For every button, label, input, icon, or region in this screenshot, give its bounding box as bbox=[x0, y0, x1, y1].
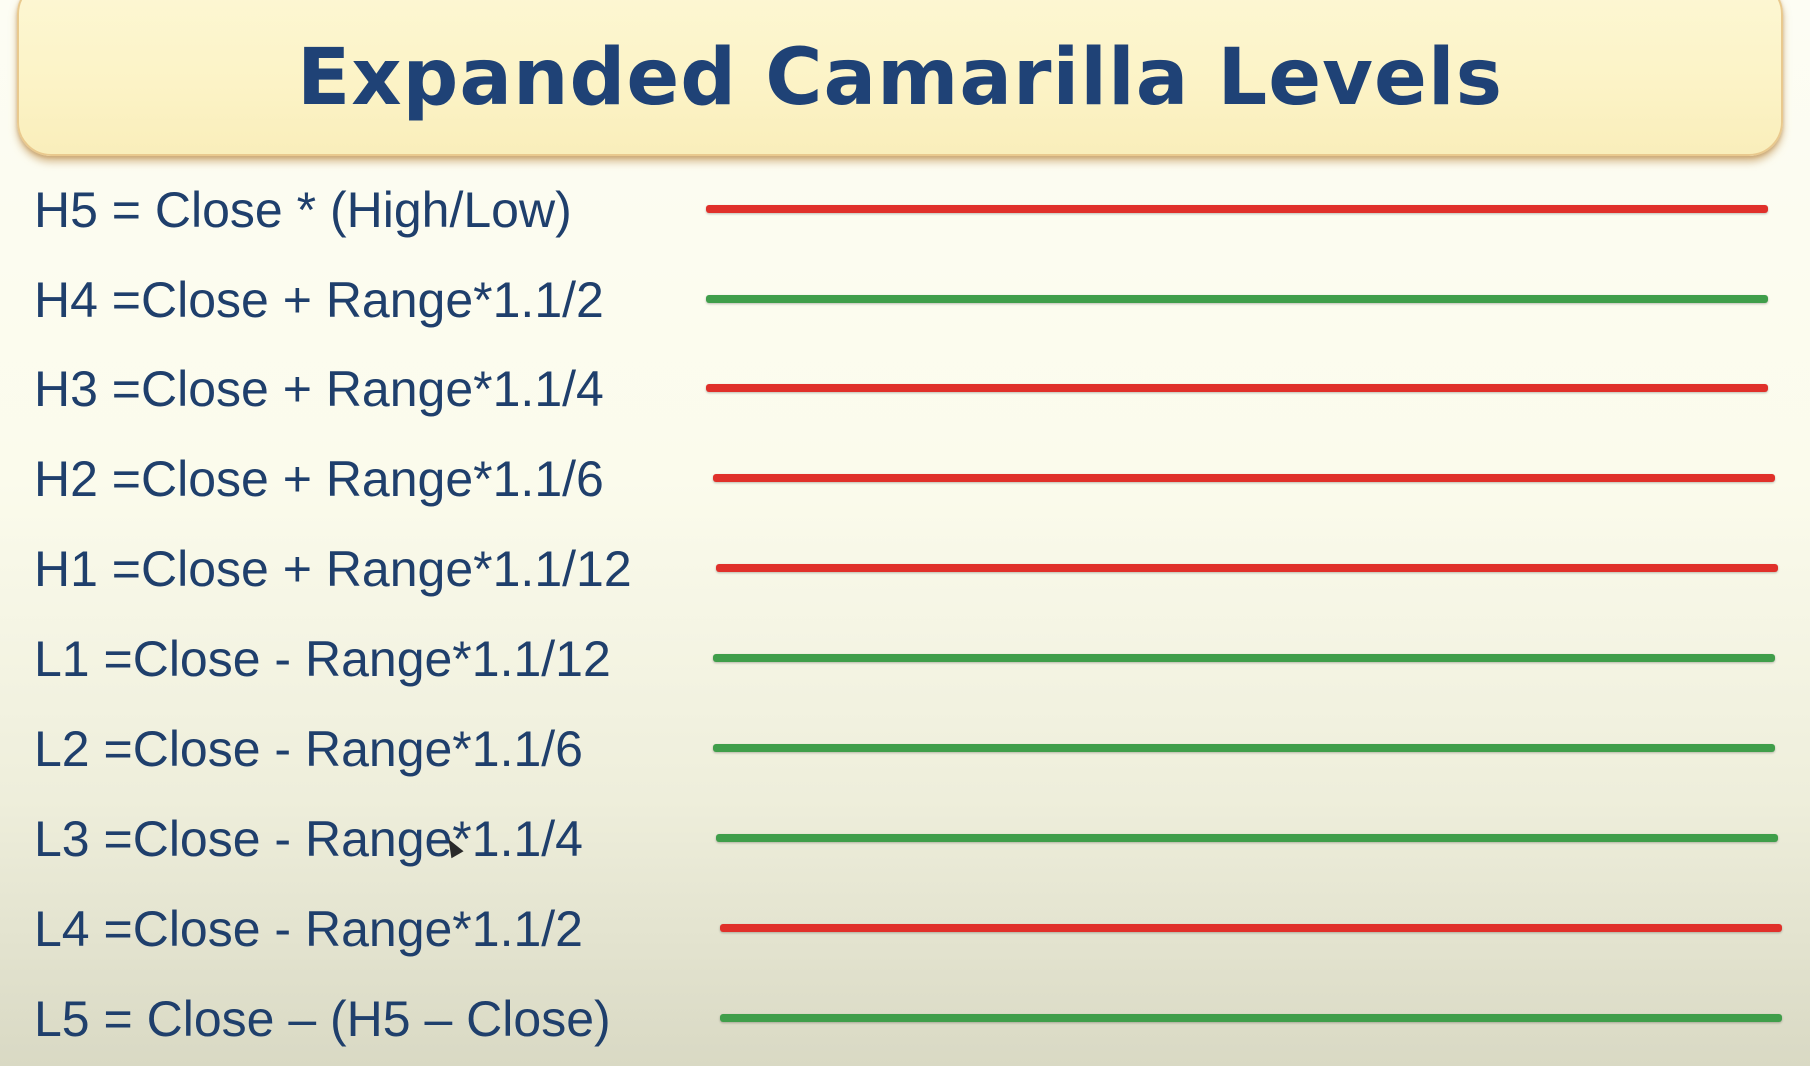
level-formula-h5: H5 = Close * (High/Low) bbox=[34, 182, 572, 238]
level-formula-l4: L4 =Close - Range*1.1/2 bbox=[34, 901, 583, 957]
level-row-h3: H3 =Close + Range*1.1/4 bbox=[0, 344, 1810, 434]
level-formula-h1: H1 =Close + Range*1.1/12 bbox=[34, 541, 632, 597]
level-line-l5 bbox=[720, 1014, 1782, 1022]
level-formula-l5: L5 = Close – (H5 – Close) bbox=[34, 991, 611, 1047]
level-row-h1: H1 =Close + Range*1.1/12 bbox=[0, 524, 1810, 614]
level-row-h4: H4 =Close + Range*1.1/2 bbox=[0, 255, 1810, 345]
title-banner: Expanded Camarilla Levels bbox=[17, 0, 1783, 156]
level-line-l1 bbox=[713, 654, 1775, 662]
level-formula-l3: L3 =Close - Range*1.1/4 bbox=[34, 811, 583, 867]
level-line-l2 bbox=[713, 744, 1775, 752]
level-formula-h2: H2 =Close + Range*1.1/6 bbox=[34, 451, 604, 507]
level-row-l3: L3 =Close - Range*1.1/4 bbox=[0, 794, 1810, 884]
level-line-h1 bbox=[716, 564, 1778, 572]
level-line-l3 bbox=[716, 834, 1778, 842]
level-row-l1: L1 =Close - Range*1.1/12 bbox=[0, 614, 1810, 704]
slide-title: Expanded Camarilla Levels bbox=[296, 33, 1504, 123]
level-line-h3 bbox=[706, 384, 1768, 392]
level-row-l2: L2 =Close - Range*1.1/6 bbox=[0, 704, 1810, 794]
level-formula-h4: H4 =Close + Range*1.1/2 bbox=[34, 272, 604, 328]
level-line-h5 bbox=[706, 205, 1768, 213]
level-row-h2: H2 =Close + Range*1.1/6 bbox=[0, 434, 1810, 524]
level-line-l4 bbox=[720, 924, 1782, 932]
level-row-l5: L5 = Close – (H5 – Close) bbox=[0, 974, 1810, 1064]
level-row-h5: H5 = Close * (High/Low) bbox=[0, 165, 1810, 255]
level-row-l4: L4 =Close - Range*1.1/2 bbox=[0, 884, 1810, 974]
level-formula-l2: L2 =Close - Range*1.1/6 bbox=[34, 721, 583, 777]
level-line-h4 bbox=[706, 295, 1768, 303]
level-line-h2 bbox=[713, 474, 1775, 482]
level-formula-h3: H3 =Close + Range*1.1/4 bbox=[34, 361, 604, 417]
level-formula-l1: L1 =Close - Range*1.1/12 bbox=[34, 631, 611, 687]
